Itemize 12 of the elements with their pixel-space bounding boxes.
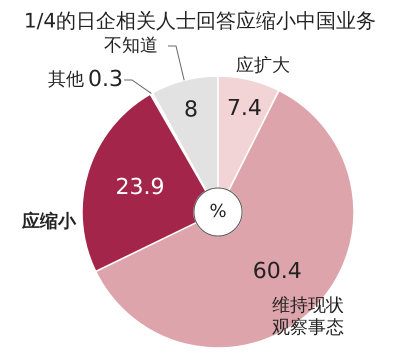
slice-label: 不知道 bbox=[104, 34, 158, 56]
data-label: 60.4 bbox=[252, 259, 302, 284]
slice-label: 应扩大 bbox=[236, 54, 290, 76]
slice-label: 其他 bbox=[48, 68, 84, 90]
data-label: 7.4 bbox=[226, 96, 262, 121]
chart-title: 1/4的日企相关人士回答应缩小中国业务 bbox=[24, 8, 376, 32]
slice-label: 维持现状观察事态 bbox=[272, 294, 344, 338]
data-label: 23.9 bbox=[116, 175, 164, 200]
data-label: 8 bbox=[184, 98, 198, 123]
slice-label: 应缩小 bbox=[21, 210, 77, 232]
text: % bbox=[209, 200, 227, 222]
data-label: 0.3 bbox=[88, 67, 123, 92]
